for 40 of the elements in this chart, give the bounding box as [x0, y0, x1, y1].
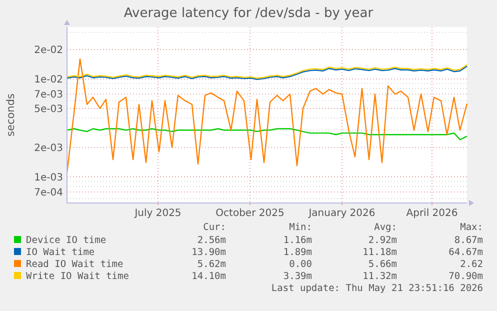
text: Cur:: [203, 222, 226, 233]
y-tick-label: 7e-03: [34, 90, 63, 101]
text: Last update: Thu May 21 23:51:16 2026: [271, 283, 484, 294]
text: 70.90m: [448, 271, 484, 282]
legend-label: Device IO time: [26, 235, 106, 246]
text: 14.10m: [192, 271, 226, 282]
legend-label: IO Wait time: [26, 247, 95, 258]
text: 2.56m: [197, 235, 226, 246]
text: Max:: [460, 222, 483, 233]
legend-label: Write IO Wait time: [26, 271, 130, 282]
text: 1.89m: [283, 247, 312, 258]
text: 3.39m: [283, 271, 312, 282]
text: 11.32m: [362, 271, 398, 282]
y-tick-label: 5e-03: [34, 104, 63, 115]
text: 1.16m: [283, 235, 312, 246]
text: Avg:: [374, 222, 397, 233]
text: 8.67m: [454, 235, 484, 246]
y-tick-label: 1e-03: [34, 172, 63, 184]
y-tick-label: 2e-03: [34, 142, 63, 154]
line-series: [66, 128, 468, 140]
line-series: [66, 58, 468, 174]
text: 2.92m: [368, 235, 398, 246]
text: 64.67m: [448, 247, 484, 258]
text: 11.18m: [362, 247, 398, 258]
text: 13.90m: [192, 247, 226, 258]
y-tick-label: 1e-02: [34, 74, 63, 86]
text: 2.62: [460, 259, 483, 270]
y-tick-label: 2e-02: [34, 45, 63, 56]
x-tick-label: April 2026: [406, 208, 458, 219]
y-axis-title: seconds: [5, 94, 17, 136]
x-tick-label: October 2025: [216, 208, 284, 219]
text: 5.62m: [197, 259, 226, 270]
text: 5.66m: [368, 259, 398, 270]
text: Min:: [289, 222, 312, 233]
x-tick-label: July 2025: [134, 208, 182, 219]
y-tick-label: 7e-04: [34, 187, 63, 198]
text: 0.00: [289, 259, 312, 270]
chart-title: Average latency for /dev/sda - by year: [124, 6, 374, 21]
x-tick-label: January 2026: [308, 208, 376, 219]
legend-label: Read IO Wait time: [26, 259, 124, 270]
